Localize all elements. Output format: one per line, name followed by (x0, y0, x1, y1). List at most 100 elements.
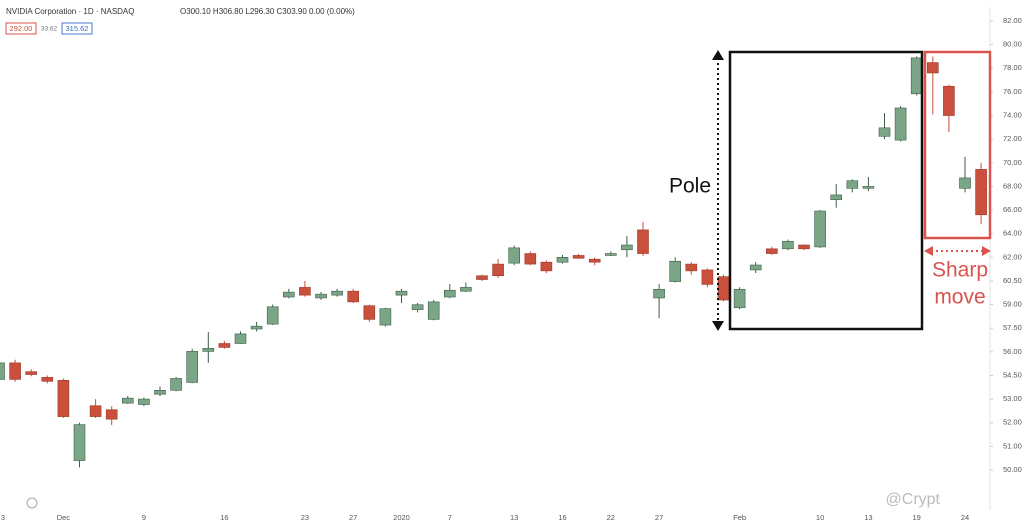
icon (26, 497, 38, 509)
candle-body (765, 248, 778, 254)
candle-body (556, 257, 569, 263)
x-tick-label: 24 (961, 513, 969, 522)
move-label: move (934, 286, 985, 309)
y-tick-label: 66.00 (1003, 205, 1022, 214)
candle-body (572, 255, 585, 259)
candle-body (508, 247, 521, 264)
y-tick-label: 80.00 (1003, 40, 1022, 49)
candle-body (138, 398, 150, 405)
candle-body (25, 371, 38, 375)
candle-body (637, 229, 649, 254)
x-tick-label: 13 (864, 513, 872, 522)
y-tick-label: 57.50 (1003, 323, 1022, 332)
y-tick-label: 64.00 (1003, 229, 1022, 238)
candle-body (604, 253, 617, 256)
y-tick-label: 74.00 (1003, 111, 1022, 120)
candle-body (878, 127, 891, 137)
candle-body (524, 253, 537, 265)
badge-box (61, 22, 93, 35)
candle-body (894, 107, 907, 141)
candle-body (250, 325, 263, 330)
x-tick-label: Feb (733, 513, 746, 522)
candle-body (733, 288, 746, 309)
x-tick-label: 27 (349, 513, 357, 522)
candle-body (814, 210, 826, 248)
x-tick-label: 22 (607, 513, 615, 522)
candle-body (476, 275, 488, 280)
candle-body (170, 378, 182, 391)
candle-body (685, 263, 698, 272)
watermark: @Crypt (886, 491, 941, 508)
x-tick-label: 23 (301, 513, 309, 522)
candle-body (669, 260, 682, 282)
candle-body (122, 397, 134, 404)
candle-body (73, 424, 86, 461)
y-tick-label: 56.00 (1003, 347, 1022, 356)
y-tick-label: 70.00 (1003, 158, 1022, 167)
x-tick-label: 16 (220, 513, 228, 522)
candle-body (331, 290, 343, 296)
x-tick-label: 9 (142, 513, 146, 522)
flag-box (728, 50, 924, 331)
ohlc-readout: O300.10 H306.80 L296.30 C303.90 0.00 (0.… (180, 7, 355, 16)
candle-body (154, 389, 166, 395)
candle-body (540, 261, 553, 272)
candle-body (588, 258, 601, 263)
candle-body (975, 169, 987, 216)
candle-body (282, 291, 295, 298)
x-tick-label: 3 (1, 513, 5, 522)
x-tick-label: 2020 (393, 513, 410, 522)
candle-body (411, 304, 424, 310)
move-box (923, 50, 992, 240)
y-tick-label: 72.00 (1003, 134, 1022, 143)
y-tick-label: 52.00 (1003, 418, 1022, 427)
candle-body (798, 244, 810, 250)
candle-body (41, 377, 54, 382)
candle-body (427, 301, 440, 320)
candle-body (347, 290, 360, 303)
candle-body (266, 306, 279, 325)
candle-body (492, 263, 504, 277)
candle-body (299, 287, 311, 296)
y-tick-label: 51.00 (1003, 441, 1022, 450)
candle-body (653, 288, 665, 299)
candle-body (0, 362, 5, 380)
x-tick-label: 10 (816, 513, 824, 522)
candle-body (315, 293, 327, 299)
candle-body (9, 362, 21, 380)
candle-body (57, 380, 70, 417)
symbol-title: NVIDIA Corporation · 1D · NASDAQ (6, 7, 134, 16)
badge: 315.62 (66, 24, 89, 33)
x-tick-label: 7 (448, 513, 452, 522)
pole-label: Pole (669, 175, 711, 198)
x-tick-label: 27 (655, 513, 663, 522)
candle-body (846, 180, 859, 189)
y-tick-label: 59.00 (1003, 300, 1022, 309)
candle-body (830, 194, 843, 200)
plot-area: 82.00 80.00 78.00 76.00 74.00 72.00 70.00 68.00… (0, 7, 1022, 522)
badge: 292.00 (10, 24, 33, 33)
candle-body (89, 405, 102, 417)
badge-box (5, 22, 37, 35)
candle-body (943, 85, 955, 116)
candle-body (234, 333, 247, 344)
y-tick-label: 60.50 (1003, 276, 1022, 285)
candle-body (218, 343, 231, 348)
candle-body (782, 240, 794, 250)
candle-body (749, 264, 762, 271)
candle-body (186, 351, 198, 383)
x-tick-label: 16 (558, 513, 566, 522)
y-tick-label: 82.00 (1003, 16, 1022, 25)
candle-body (910, 57, 923, 95)
x-tick-label: Dec (57, 513, 71, 522)
candle-body (395, 290, 408, 296)
candle-body (363, 305, 376, 320)
x-tick-label: 19 (913, 513, 921, 522)
candle-body (959, 177, 971, 189)
candle-body (379, 308, 392, 326)
y-tick-label: 62.00 (1003, 252, 1022, 261)
y-tick-label: 76.00 (1003, 87, 1022, 96)
sharp-label: Sharp (932, 259, 988, 282)
